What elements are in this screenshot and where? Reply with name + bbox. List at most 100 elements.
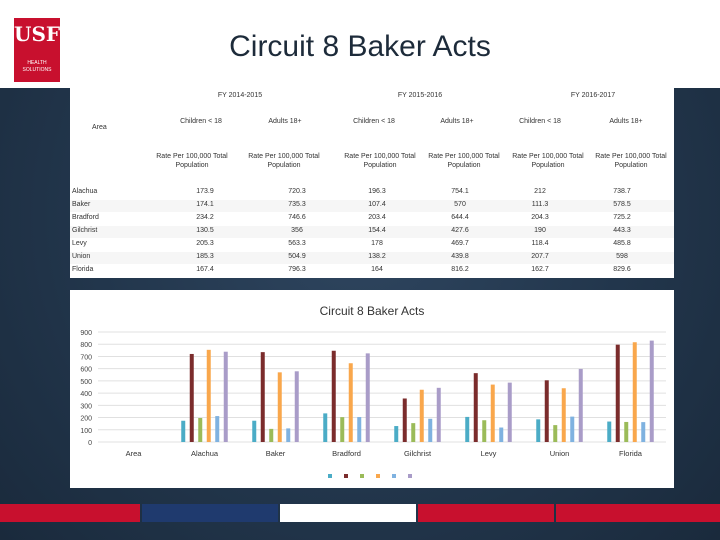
rate-header: Rate Per 100,000 Total Population [344,153,416,169]
table-cell: 234.2 [196,214,214,221]
y-tick-label: 400 [80,391,92,398]
y-tick-label: 700 [80,354,92,361]
usf-logo: USF HEALTH SOLUTIONS [14,18,60,82]
table-cell: 190 [534,227,546,234]
baker-acts-bar-chart: Circuit 8 Baker Acts 0 100 200 300 400 500 600… [80,304,666,478]
chart-title: Circuit 8 Baker Acts [320,304,425,318]
table-cell: 754.1 [451,188,469,195]
rate-header: Rate Per 100,000 Total Population [248,153,320,169]
bar [286,428,291,442]
y-tick-label: 0 [88,440,92,447]
bar [189,353,194,442]
footer-stripes [0,500,720,540]
bar [181,420,186,442]
age-group-header: Adults 18+ [440,118,474,125]
table-cell: 212 [534,188,546,195]
table-cell: 174.1 [196,201,214,208]
table-cell: 570 [454,201,466,208]
table-row: Alachua 173.9 720.3 196.3 754.1 212 738.7 [70,187,674,199]
x-tick-label: Area [126,449,143,458]
bar [649,340,654,442]
row-area-name: Baker [72,201,91,208]
legend-swatch [360,474,364,478]
y-tick-label: 100 [80,428,92,435]
bar [578,368,583,442]
table-cell: 185.3 [196,253,214,260]
y-tick-label: 300 [80,403,92,410]
rate-header: Rate Per 100,000 Total Population [156,153,228,169]
table-cell: 443.3 [613,227,631,234]
footer-stripe-navy [142,504,278,522]
table-cell: 178 [371,240,383,247]
row-area-name: Bradford [72,214,99,221]
table-cell: 107.4 [368,201,386,208]
x-tick-label: Florida [619,449,643,458]
rate-header: Rate Per 100,000 Total Population [595,153,667,169]
row-area-name: Florida [72,266,94,273]
row-area-name: Levy [72,240,87,247]
chart-panel: Circuit 8 Baker Acts 0 100 200 300 400 500 600… [70,290,674,488]
bar [252,420,257,442]
table-cell: 563.3 [288,240,306,247]
table-cell: 162.7 [531,266,549,273]
row-area-name: Alachua [72,188,98,195]
chart-legend [328,474,412,478]
bar [465,416,470,442]
y-tick-label: 600 [80,367,92,374]
table-cell: 439.8 [451,253,469,260]
rate-header: Rate Per 100,000 Total Population [512,153,584,169]
bar [436,387,441,442]
table-cell: 130.5 [196,227,214,234]
table-cell: 205.3 [196,240,214,247]
table-cell: 118.4 [531,240,549,247]
baker-acts-table: FY 2014-2015 FY 2015-2016 FY 2016-2017 A… [70,88,674,278]
table-cell: 204.3 [531,214,549,221]
table-cell: 111.3 [531,201,549,208]
table-cell: 725.2 [613,214,631,221]
bar [348,363,353,442]
table-cell: 720.3 [288,188,306,195]
bar [641,422,646,442]
bar [402,398,407,442]
age-group-header: Adults 18+ [609,118,643,125]
table-cell: 173.9 [196,188,214,195]
title-bar: USF HEALTH SOLUTIONS Circuit 8 Baker Act… [0,0,720,88]
table-cell: 578.5 [613,201,631,208]
rate-header: Rate Per 100,000 Total Population [428,153,500,169]
legend-swatch [408,474,412,478]
table-cell: 485.8 [613,240,631,247]
bar [206,349,211,442]
bar [632,342,637,442]
table-cell: 816.2 [451,266,469,273]
bar [428,418,433,442]
table-cell: 138.2 [368,253,386,260]
table-body: Alachua 173.9 720.3 196.3 754.1 212 738.7 Baker… [70,187,674,278]
bar [499,427,504,442]
bar [561,388,566,442]
table-cell: 746.6 [288,214,306,221]
table-cell: 207.7 [531,253,549,260]
table-row: Bradford 234.2 746.6 203.4 644.4 204.3 725.2 [70,213,674,225]
table-cell: 829.6 [613,266,631,273]
table-cell: 735.3 [288,201,306,208]
bar [331,350,336,442]
bar [357,417,362,442]
area-column-header: Area [92,124,107,131]
footer-stripe-red [556,504,720,522]
row-area-name: Union [72,253,91,260]
bar [277,372,282,442]
table-cell: 154.4 [368,227,386,234]
bar [198,418,203,442]
bar [624,421,629,442]
table-cell: 164 [371,266,383,273]
chart-bars [181,340,654,442]
bar [394,426,399,442]
table-cell: 644.4 [451,214,469,221]
logo-subtext: HEALTH SOLUTIONS [22,60,52,73]
x-tick-label: Levy [481,449,497,458]
bar [411,423,416,442]
table-cell: 356 [291,227,303,234]
age-group-header: Children < 18 [519,118,561,125]
legend-swatch [328,474,332,478]
bar [607,421,612,442]
